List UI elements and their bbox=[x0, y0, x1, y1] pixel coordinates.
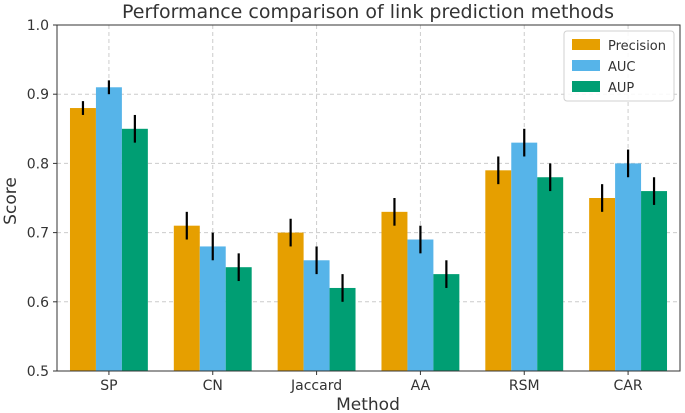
legend-label-auc: AUC bbox=[608, 60, 636, 75]
legend: Precision AUC AUP bbox=[563, 30, 675, 102]
y-axis-label: Score bbox=[1, 177, 21, 225]
y-tick-label: 0.8 bbox=[27, 156, 49, 172]
legend-label-precision: Precision bbox=[608, 39, 666, 54]
x-tick-label: SP bbox=[100, 378, 117, 394]
bar-auc-cn bbox=[199, 246, 226, 371]
x-tick-label: CN bbox=[203, 378, 223, 394]
plot-frame bbox=[56, 24, 681, 372]
x-tick-label: AA bbox=[411, 378, 431, 394]
y-tick-label: 0.9 bbox=[27, 87, 49, 103]
y-tick-label: 1.0 bbox=[27, 18, 49, 34]
bar-auc-car bbox=[615, 163, 642, 371]
bar-aup-rsm bbox=[537, 177, 564, 371]
y-axis: 0.5 0.6 0.7 0.8 0.9 1.0 bbox=[27, 18, 57, 380]
y-tick-label: 0.6 bbox=[27, 295, 49, 311]
chart-title: Performance comparison of link predictio… bbox=[122, 1, 614, 23]
y-tick-label: 0.5 bbox=[27, 364, 49, 380]
y-tick-label: 0.7 bbox=[27, 226, 49, 242]
bar-auc-sp bbox=[95, 87, 122, 371]
bar-precision-cn bbox=[173, 225, 200, 371]
x-axis: SP CN Jaccard AA RSM CAR bbox=[100, 371, 643, 394]
bar-precision-aa bbox=[381, 211, 408, 371]
bar-auc-jaccard bbox=[303, 260, 330, 371]
legend-swatch-auc bbox=[572, 60, 600, 71]
bar-auc-rsm bbox=[511, 142, 538, 371]
bar-aup-cn bbox=[225, 267, 252, 371]
bar-precision-sp bbox=[69, 108, 96, 371]
bar-auc-aa bbox=[407, 239, 434, 371]
legend-label-aup: AUP bbox=[608, 81, 634, 96]
legend-swatch-precision bbox=[572, 39, 600, 50]
bar-precision-car bbox=[589, 198, 616, 371]
x-axis-label: Method bbox=[336, 395, 400, 413]
bars bbox=[69, 87, 668, 371]
x-tick-label: CAR bbox=[614, 378, 643, 394]
error-bars bbox=[81, 80, 656, 302]
bar-aup-aa bbox=[433, 274, 460, 371]
x-tick-label: RSM bbox=[509, 378, 540, 394]
bar-precision-jaccard bbox=[277, 232, 304, 371]
bar-aup-sp bbox=[121, 128, 148, 371]
x-tick-label: Jaccard bbox=[290, 378, 342, 394]
bar-precision-rsm bbox=[485, 170, 512, 371]
legend-swatch-aup bbox=[572, 81, 600, 92]
bar-aup-car bbox=[641, 191, 668, 371]
